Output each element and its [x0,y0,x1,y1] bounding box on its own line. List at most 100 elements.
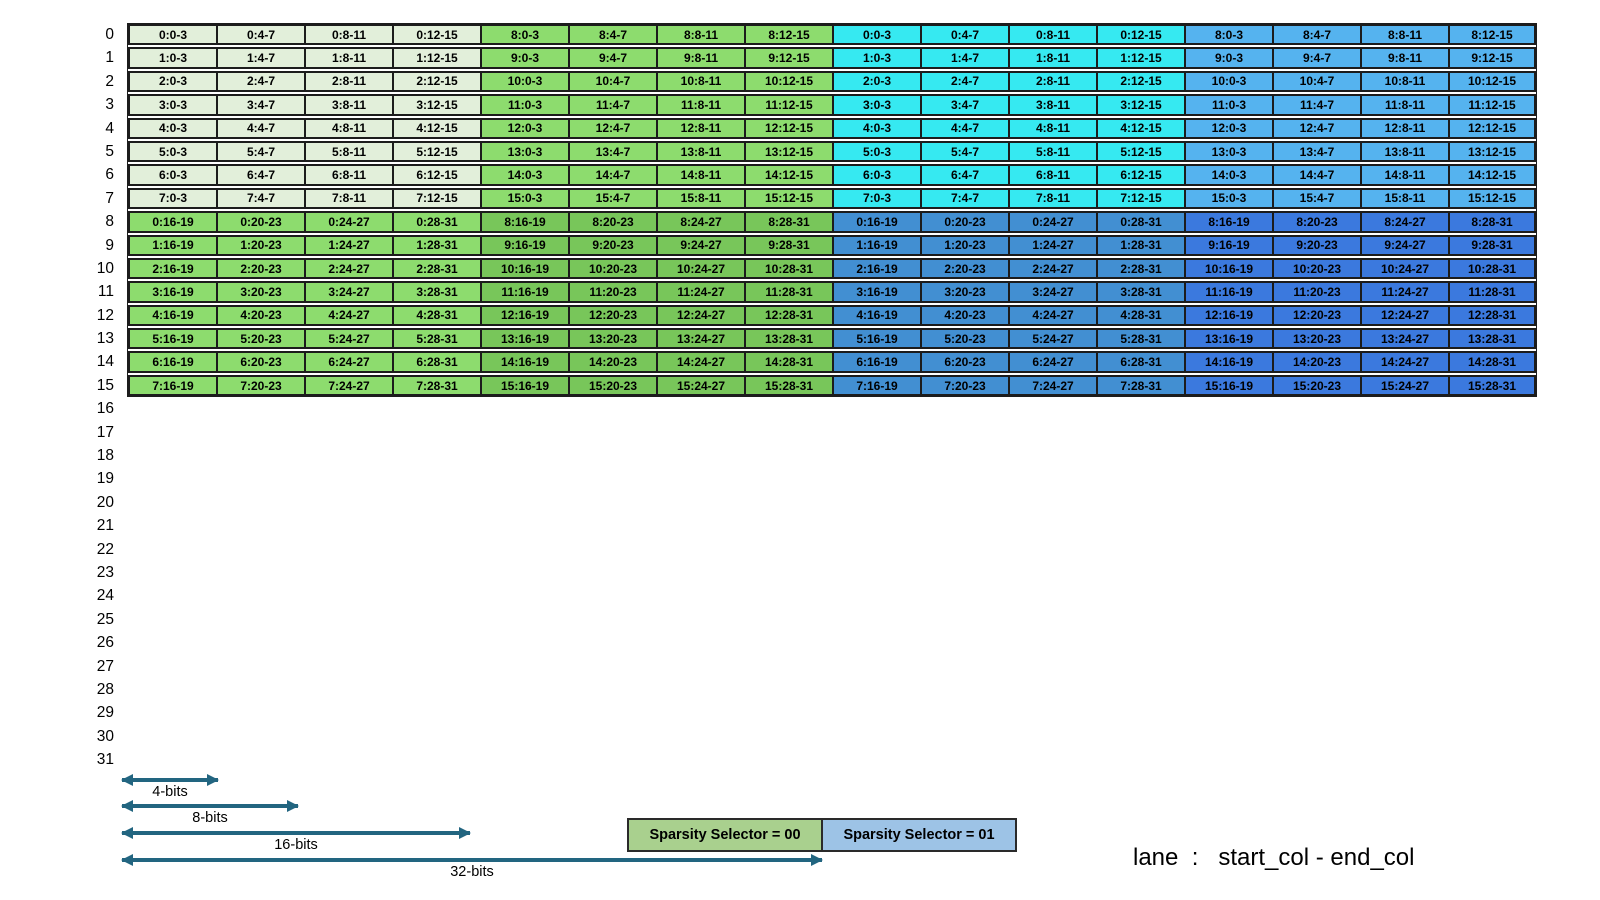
lane-cell: 7:4-7 [920,187,1008,210]
row-label: 22 [96,540,114,558]
row-label: 28 [96,680,114,698]
lane-cell: 7:8-11 [1008,187,1096,210]
bit-width-arrow [122,778,218,782]
lane-cell: 12:20-23 [568,304,656,327]
sparsity-selector-legend: Sparsity Selector = 00 Sparsity Selector … [627,818,1017,852]
row-label: 2 [105,72,114,90]
lane-cell: 6:0-3 [832,164,920,186]
lane-cell: 2:28-31 [392,257,480,280]
lane-cell: 9:12-15 [1448,47,1536,69]
lane-cell: 6:4-7 [216,164,304,186]
lane-cell: 6:16-19 [128,351,216,373]
lane-cell: 10:16-19 [1184,257,1272,280]
lane-cell: 12:24-27 [1360,304,1448,327]
lane-cell: 13:0-3 [1184,140,1272,163]
lane-cell: 14:4-7 [1272,164,1360,186]
lane-cell: 10:20-23 [1272,257,1360,280]
lane-cell: 6:24-27 [1008,351,1096,373]
lane-cell: 5:16-19 [832,328,920,350]
lane-cell: 2:16-19 [832,257,920,280]
lane-cell: 15:8-11 [656,187,744,210]
row-label: 27 [96,657,114,675]
lane-cell: 8:16-19 [1184,211,1272,233]
lane-cell: 12:24-27 [656,304,744,327]
lane-cell: 11:20-23 [568,281,656,303]
lane-cell: 0:16-19 [128,211,216,233]
lane-cell: 2:12-15 [392,70,480,93]
lane-cell: 8:24-27 [656,211,744,233]
lane-cell: 9:20-23 [568,234,656,256]
lane-cell: 5:0-3 [128,140,216,163]
lane-cell: 14:20-23 [1272,351,1360,373]
row-label: 13 [96,330,114,348]
lane-cell: 5:8-11 [304,140,392,163]
lane-cell: 1:28-31 [392,234,480,256]
lane-cell: 9:0-3 [480,47,568,69]
lane-cell: 14:20-23 [568,351,656,373]
lane-cell: 11:12-15 [1448,94,1536,116]
lane-cell: 1:28-31 [1096,234,1184,256]
lane-cell: 14:12-15 [1448,164,1536,186]
lane-cell: 11:4-7 [568,94,656,116]
lane-cell: 1:12-15 [392,47,480,69]
lane-cell: 10:20-23 [568,257,656,280]
lane-cell: 12:0-3 [480,117,568,139]
lane-cell: 11:12-15 [744,94,832,116]
lane-cell: 13:28-31 [744,328,832,350]
lane-cell: 1:16-19 [832,234,920,256]
lane-cell: 3:8-11 [304,94,392,116]
row-label: 18 [96,447,114,465]
lane-cell: 12:8-11 [656,117,744,139]
lane-cell: 0:0-3 [128,24,216,46]
lane-cell: 11:16-19 [1184,281,1272,303]
lane-cell: 5:28-31 [1096,328,1184,350]
lane-cell: 15:4-7 [1272,187,1360,210]
lane-cell: 12:12-15 [744,117,832,139]
lane-cell: 9:0-3 [1184,47,1272,69]
lane-cell: 0:12-15 [1096,24,1184,46]
lane-cell: 6:12-15 [1096,164,1184,186]
lane-cell: 13:24-27 [656,328,744,350]
lane-cell: 12:20-23 [1272,304,1360,327]
lane-cell: 4:28-31 [392,304,480,327]
lane-cell: 5:20-23 [216,328,304,350]
lane-cell: 15:8-11 [1360,187,1448,210]
lane-cell: 11:20-23 [1272,281,1360,303]
lane-cell: 8:4-7 [568,24,656,46]
lane-cell: 2:28-31 [1096,257,1184,280]
row-label: 8 [105,213,114,231]
lane-cell: 10:28-31 [744,257,832,280]
lane-cell: 8:20-23 [568,211,656,233]
lane-cell: 4:24-27 [304,304,392,327]
lane-cell: 6:20-23 [216,351,304,373]
row-label: 17 [96,423,114,441]
lane-cell: 6:8-11 [304,164,392,186]
lane-cell: 13:4-7 [568,140,656,163]
lane-cell: 2:4-7 [216,70,304,93]
lane-cell: 8:8-11 [656,24,744,46]
row-label: 6 [105,166,114,184]
row-label: 1 [105,49,114,67]
lane-cell: 14:24-27 [656,351,744,373]
lane-cell: 9:16-19 [480,234,568,256]
lane-cell: 1:8-11 [1008,47,1096,69]
lane-cell: 7:28-31 [1096,374,1184,397]
lane-cell: 15:28-31 [1448,374,1536,397]
lane-cell: 1:0-3 [128,47,216,69]
lane-cell: 7:12-15 [392,187,480,210]
lane-cell: 3:24-27 [304,281,392,303]
lane-cell: 3:12-15 [392,94,480,116]
row-label: 10 [96,259,114,277]
lane-cell: 10:4-7 [568,70,656,93]
lane-cell: 5:24-27 [1008,328,1096,350]
row-labels: 0 1 2 3 4 5 6 7 8 9 10 11 12 13 14 15 16 17 18 19 20 21 22 23 24… [86,23,114,772]
lane-cell: 9:28-31 [1448,234,1536,256]
lane-cell: 3:28-31 [392,281,480,303]
row-label: 12 [96,306,114,324]
bit-width-arrow [122,831,470,835]
lane-cell: 14:28-31 [744,351,832,373]
lane-cell: 12:16-19 [480,304,568,327]
lane-cell: 1:12-15 [1096,47,1184,69]
row-label: 3 [105,96,114,114]
